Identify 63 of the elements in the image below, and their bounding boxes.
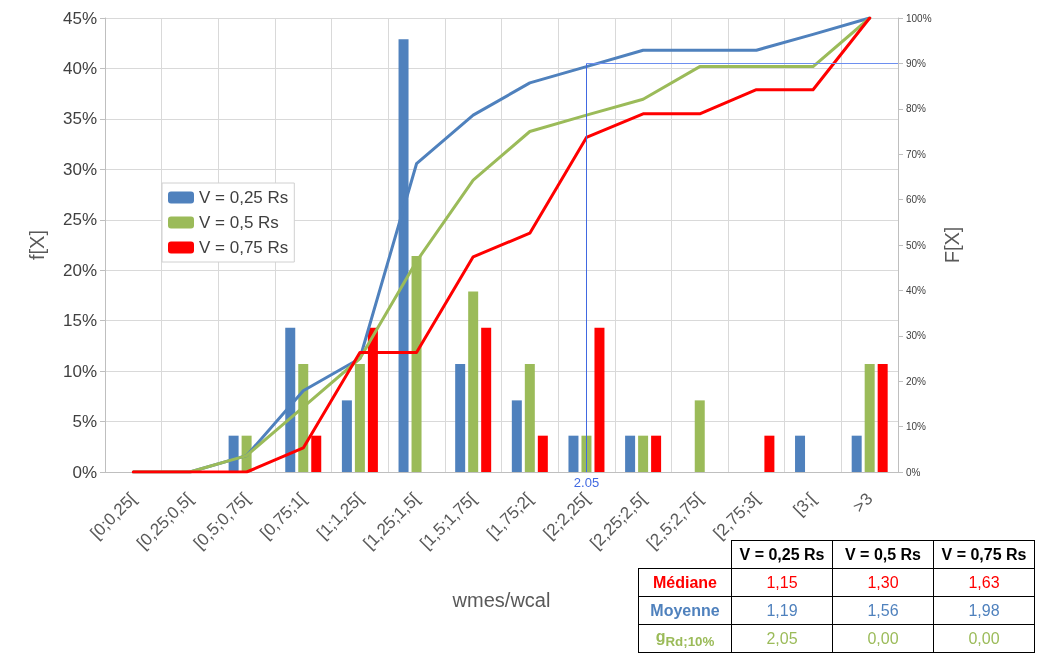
y2-tick-label: 0% (906, 466, 921, 478)
y-axis-title: f[X] (26, 229, 48, 261)
text: V = 0,5 Rs (832, 540, 934, 569)
legend-label: V = 0,5 Rs (199, 213, 279, 232)
y2-tick-label: 40% (906, 284, 927, 296)
text: 1,63 (933, 568, 1035, 597)
y2-tick-label: 30% (906, 330, 927, 342)
bar (625, 435, 636, 472)
y2-tick-label: 60% (906, 194, 927, 206)
y-tick-label: 35% (62, 109, 97, 129)
bar (651, 435, 662, 472)
bar (638, 435, 649, 472)
y2-tick-label: 100% (906, 12, 932, 24)
bar (764, 435, 775, 472)
y-tick-label: 25% (62, 210, 97, 230)
legend-label: V = 0,75 Rs (199, 238, 289, 257)
bar (864, 364, 875, 472)
bar (594, 327, 605, 472)
text: 1,19 (731, 596, 833, 625)
x-axis-title: wmes/wcal (451, 589, 551, 611)
text: g$_{Rd;10%}$ (638, 624, 732, 653)
bar (455, 364, 466, 472)
bar (537, 435, 548, 472)
bar (341, 400, 352, 472)
text: V = 0,75 Rs (933, 540, 1035, 569)
text: 1,98 (933, 596, 1035, 625)
ref-line-label: 2.05 (573, 475, 600, 490)
text: 1,15 (731, 568, 833, 597)
x-tick-label: >3 (849, 489, 877, 517)
y2-tick-label: 90% (906, 57, 927, 69)
bar (524, 364, 535, 472)
text: 1,56 (832, 596, 934, 625)
text: V = 0,25 Rs (739, 545, 825, 563)
y-tick-label: 15% (62, 311, 97, 331)
bar (877, 364, 888, 472)
bar (795, 435, 806, 472)
bar (568, 435, 579, 472)
y2-tick-label: 10% (906, 421, 927, 433)
y-tick-label: 10% (62, 361, 97, 381)
y2-axis-title: F[X] (941, 226, 964, 264)
y2-tick-label: 70% (906, 148, 927, 160)
y-tick-label: 20% (62, 260, 97, 280)
y-tick-label: 30% (62, 159, 97, 179)
bar (694, 400, 705, 472)
text: 1,30 (832, 568, 934, 597)
y2-tick-label: 20% (906, 375, 927, 387)
bar (481, 327, 492, 472)
text: 0,00 (832, 624, 934, 653)
y2-tick-label: 50% (906, 239, 927, 251)
bar (468, 291, 479, 472)
text: Médiane (638, 568, 732, 597)
legend-label: V = 0,25 Rs (199, 188, 289, 207)
y-tick-label: 40% (62, 58, 97, 78)
y-tick-label: 45% (62, 8, 97, 28)
text: Moyenne (638, 596, 732, 625)
bar (851, 435, 862, 472)
y-tick-label: 5% (72, 412, 97, 432)
y-tick-label: 0% (72, 462, 97, 482)
x-tick-label: [3;[ (789, 489, 820, 520)
y2-tick-label: 80% (906, 103, 927, 115)
text: 0,00 (933, 624, 1035, 653)
text: 2,05 (731, 624, 833, 653)
bar (511, 400, 522, 472)
